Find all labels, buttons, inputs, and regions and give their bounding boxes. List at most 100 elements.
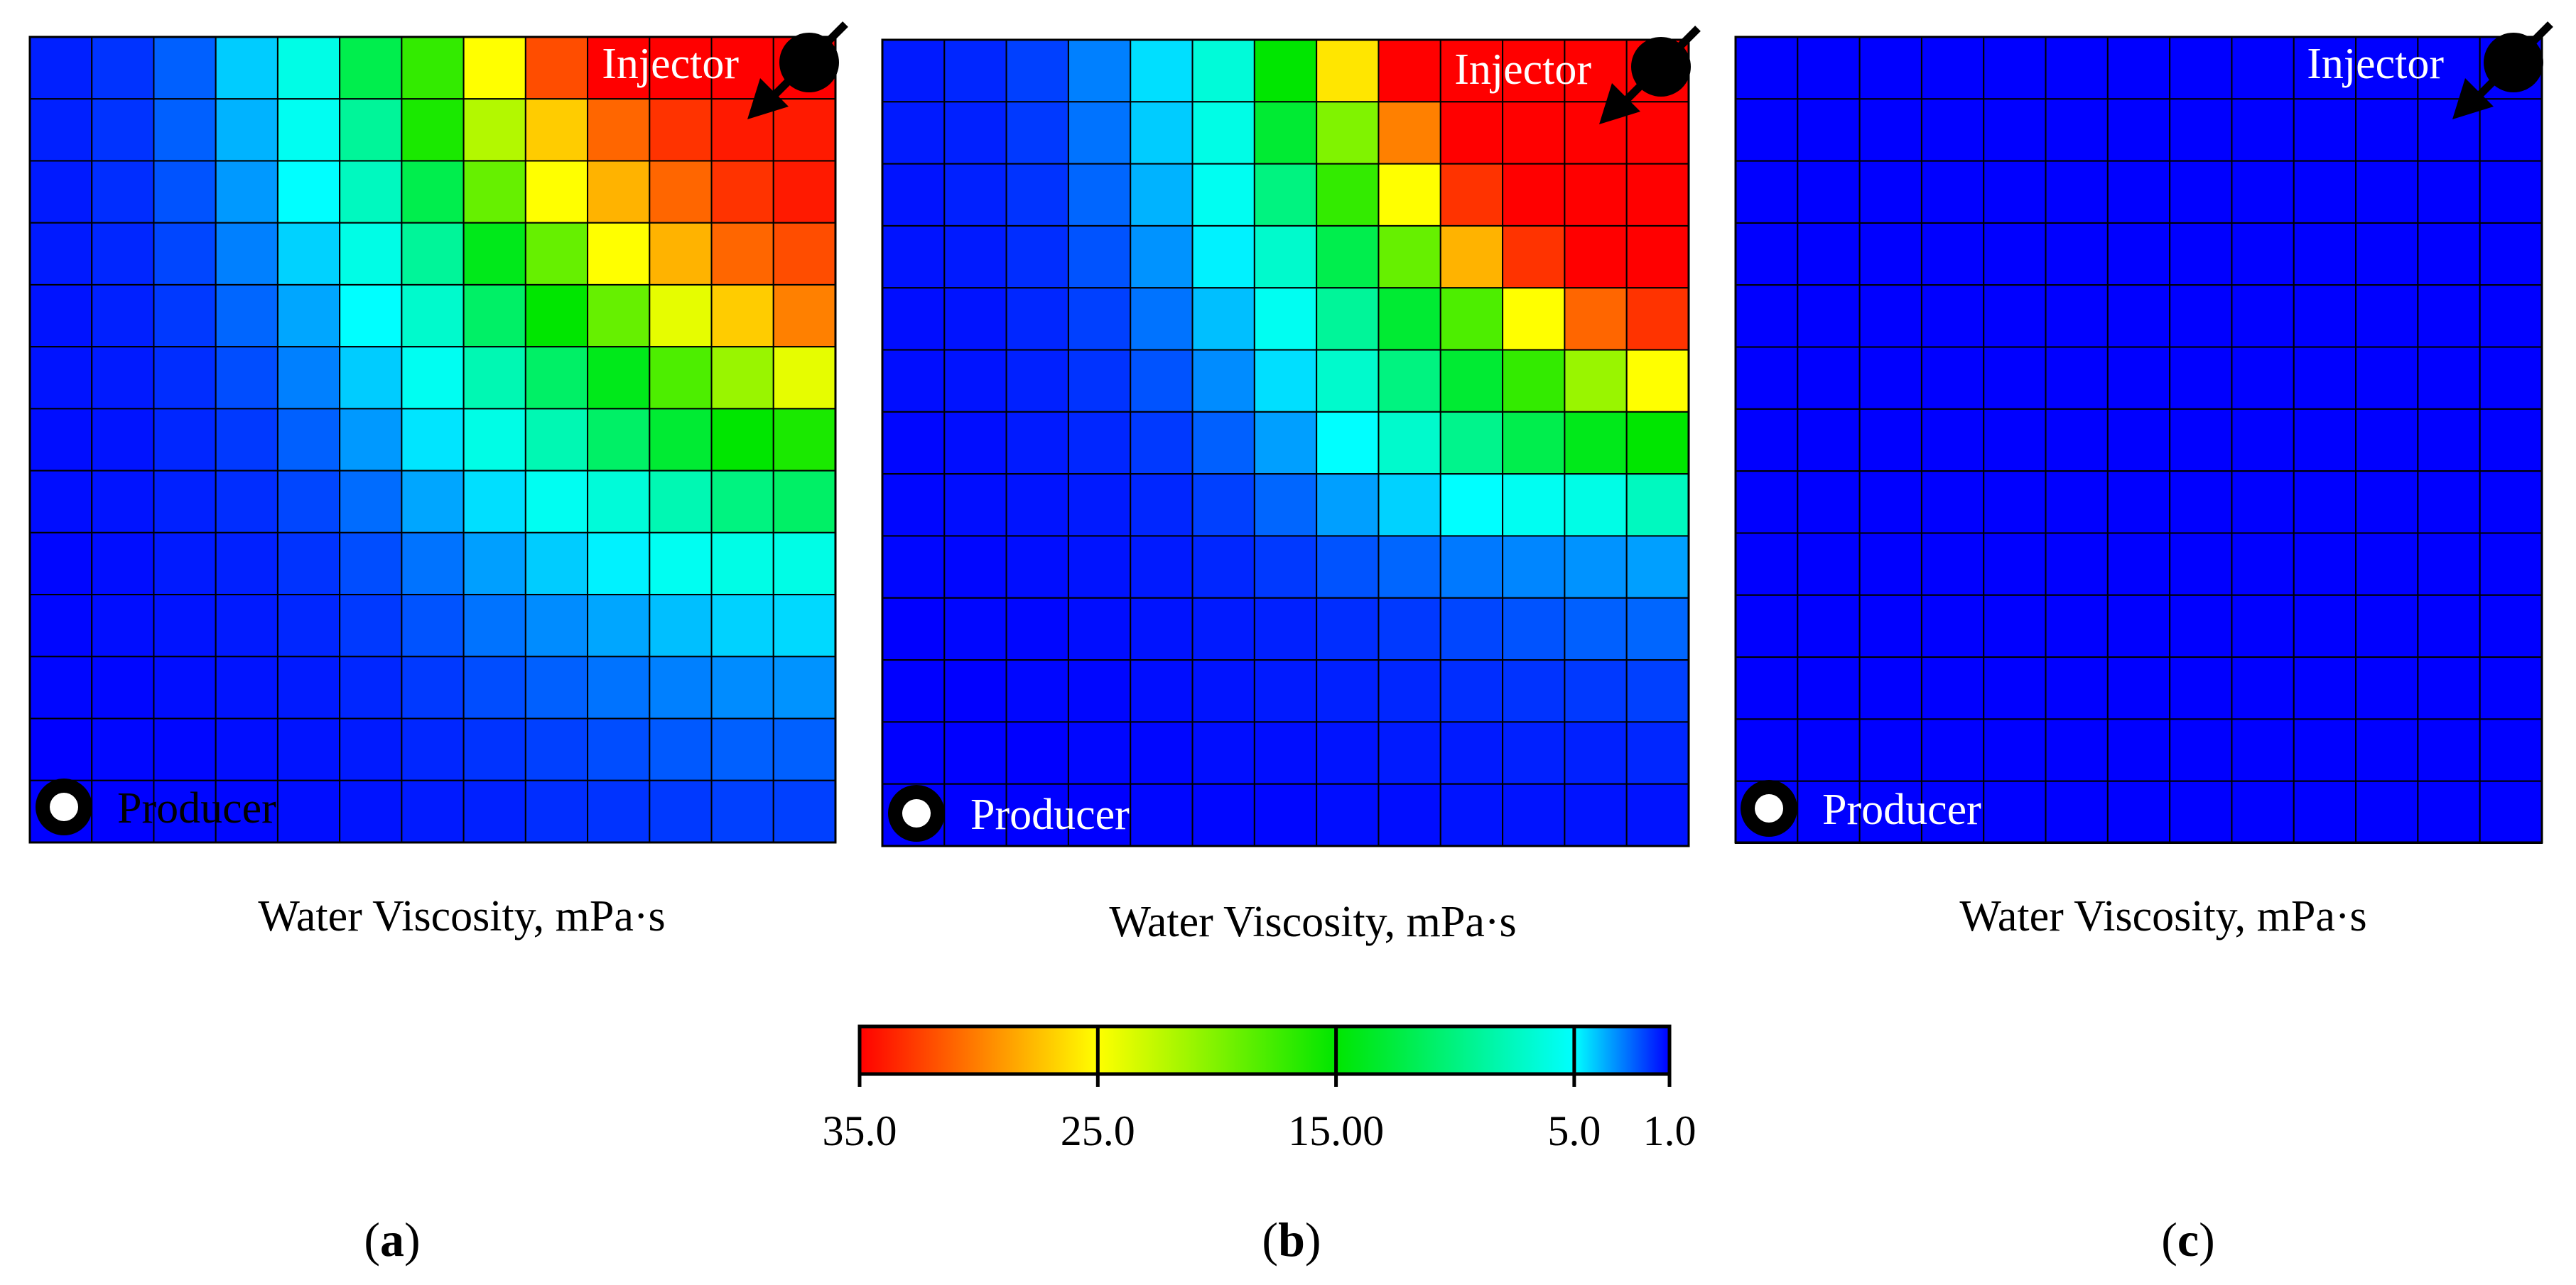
heatmap-grid-b	[882, 39, 1689, 847]
heatmap-cell	[1625, 597, 1689, 661]
heatmap-cell	[2417, 408, 2481, 472]
heatmap-cell	[29, 283, 93, 348]
heatmap-cell	[649, 656, 713, 720]
heatmap-cell	[1502, 163, 1566, 227]
heatmap-cell	[1378, 783, 1441, 847]
heatmap-cell	[1858, 160, 1922, 224]
heatmap-cell	[943, 535, 1007, 599]
injection-arrow-icon	[747, 21, 848, 119]
heatmap-cell	[276, 594, 341, 658]
heatmap-cell	[1564, 411, 1628, 475]
heatmap-cell	[587, 283, 651, 348]
heatmap-cell	[2417, 532, 2481, 596]
heatmap-cell	[401, 717, 465, 781]
heatmap-cell	[1797, 36, 1861, 100]
heatmap-cell	[2417, 780, 2481, 844]
heatmap-cell	[1005, 163, 1069, 227]
heatmap-cell	[587, 36, 651, 100]
heatmap-cell	[339, 283, 403, 348]
heatmap-cell	[1378, 287, 1441, 351]
heatmap-cell	[772, 346, 837, 410]
heatmap-cell	[943, 659, 1007, 723]
heatmap-cell	[1191, 721, 1255, 785]
heatmap-cell	[276, 779, 341, 844]
heatmap-cell	[2106, 780, 2171, 844]
heatmap-cell	[1067, 473, 1132, 537]
heatmap-cell	[276, 717, 341, 781]
heatmap-cell	[1735, 594, 1799, 658]
heatmap-cell	[1191, 783, 1255, 847]
heatmap-cell	[2417, 594, 2481, 658]
heatmap-cell	[2479, 780, 2543, 844]
heatmap-cell	[2293, 408, 2357, 472]
heatmap-cell	[1625, 224, 1689, 289]
heatmap-cell	[1564, 287, 1628, 351]
heatmap-cell	[2293, 594, 2357, 658]
heatmap-cell	[2106, 284, 2171, 348]
heatmap-cell	[401, 594, 465, 658]
heatmap-cell	[2169, 718, 2233, 782]
heatmap-cell	[649, 160, 713, 224]
heatmap-cell	[2106, 718, 2171, 782]
heatmap-cell	[1316, 349, 1380, 413]
heatmap-cell	[2355, 780, 2419, 844]
panel-b: Injector Producer Water Viscosity, mPa·s…	[881, 26, 1701, 1267]
heatmap-cell	[2045, 532, 2109, 596]
heatmap-cell	[1625, 411, 1689, 475]
heatmap-cell	[2045, 284, 2109, 348]
heatmap-cell	[2293, 36, 2357, 100]
heatmap-cell	[587, 594, 651, 658]
heatmap-cell	[1920, 656, 1985, 720]
heatmap-cell	[1067, 101, 1132, 165]
heatmap-cell	[1564, 224, 1628, 289]
heatmap-cell	[1191, 163, 1255, 227]
heatmap-cell	[339, 656, 403, 720]
heatmap-cell	[882, 39, 946, 103]
heatmap-cell	[339, 408, 403, 472]
heatmap-cell	[2045, 780, 2109, 844]
heatmap-cell	[1130, 721, 1194, 785]
heatmap-cell	[401, 160, 465, 224]
heatmap-cell	[710, 717, 774, 781]
heatmap-cell	[91, 36, 155, 100]
heatmap-cell	[29, 346, 93, 410]
heatmap-cell	[1130, 101, 1194, 165]
heatmap-cell	[1564, 659, 1628, 723]
heatmap-cell	[1920, 532, 1985, 596]
heatmap-cell	[1378, 473, 1441, 537]
heatmap-cell	[1735, 656, 1799, 720]
heatmap-cell	[339, 470, 403, 533]
heatmap-cell	[2293, 346, 2357, 410]
heatmap-cell	[29, 222, 93, 286]
heatmap-cell	[772, 160, 837, 224]
heatmap-cell	[215, 594, 278, 658]
injector-label: Injector	[1454, 45, 1591, 94]
heatmap-cell	[649, 98, 713, 162]
heatmap-cell	[1067, 659, 1132, 723]
heatmap-cell	[91, 160, 155, 224]
heatmap-cell	[2106, 98, 2171, 162]
producer-well-icon	[36, 779, 92, 835]
heatmap-cell	[2106, 160, 2171, 224]
heatmap-cell	[943, 597, 1007, 661]
heatmap-cell	[339, 531, 403, 596]
producer-label: Producer	[970, 791, 1130, 839]
heatmap-cell	[29, 98, 93, 162]
heatmap-cell	[153, 531, 217, 596]
heatmap-cell	[462, 779, 526, 844]
heatmap-cell	[943, 163, 1007, 227]
heatmap-cell	[339, 222, 403, 286]
heatmap-cell	[1502, 39, 1566, 103]
heatmap-cell	[524, 160, 589, 224]
heatmap-cell	[2231, 98, 2295, 162]
heatmap-cell	[1191, 349, 1255, 413]
heatmap-cell	[2417, 346, 2481, 410]
colorbar-ticks: 35.0 25.0 15.00 5.0 1.0	[823, 1026, 1696, 1154]
heatmap-cell	[1253, 39, 1318, 103]
heatmap-cell	[153, 160, 217, 224]
heatmap-cell	[276, 36, 341, 100]
heatmap-cell	[2355, 594, 2419, 658]
heatmap-cell	[91, 594, 155, 658]
heatmap-cell	[2045, 222, 2109, 286]
heatmap-cell	[2045, 594, 2109, 658]
